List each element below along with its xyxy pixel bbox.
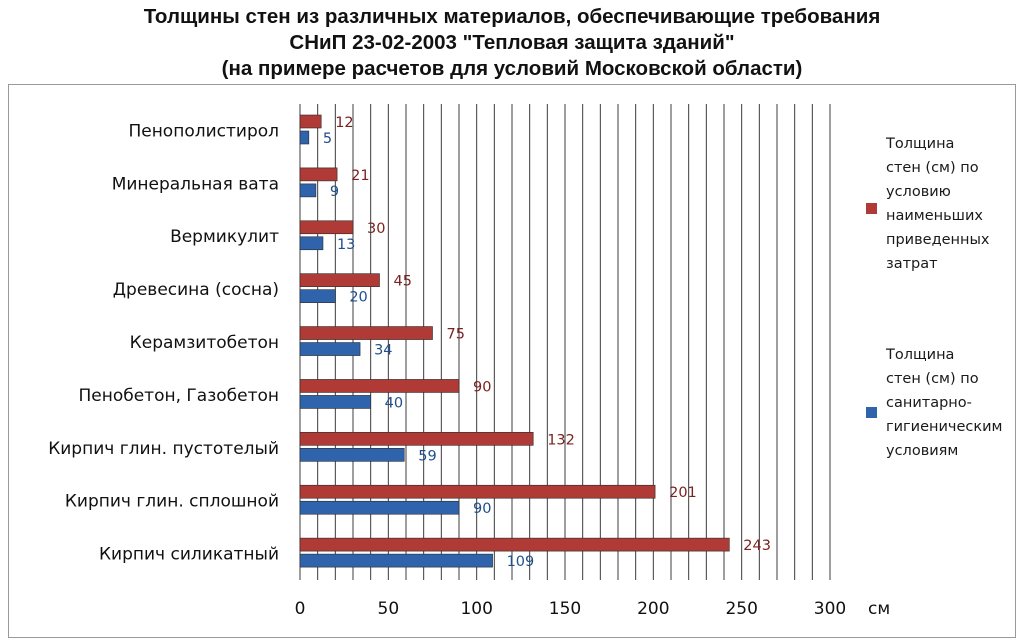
data-label-sanitary: 34 xyxy=(374,343,392,359)
category-label: Керамзитобетон xyxy=(130,333,279,353)
legend-label-sanitary-line: санитарно- xyxy=(886,395,972,411)
bar-economic xyxy=(299,326,433,340)
data-label-economic: 90 xyxy=(473,379,491,395)
data-label-economic: 132 xyxy=(547,432,575,448)
category-label: Минеральная вата xyxy=(112,174,279,194)
data-label-economic: 12 xyxy=(335,115,353,131)
legend-label-sanitary-line: условиям xyxy=(886,443,959,459)
legend-label-sanitary: Толщина стен (см) по санитарно- гигиенич… xyxy=(886,343,1014,463)
bar-economic xyxy=(299,114,322,129)
legend-label-economic: Толщина стен (см) по условию наименьших … xyxy=(886,132,1014,276)
bar-sanitary xyxy=(299,342,361,356)
legend-label-sanitary-line: стен (см) по xyxy=(886,371,979,387)
category-label: Кирпич глин. пустотелый xyxy=(48,439,279,459)
bar-sanitary xyxy=(299,289,336,303)
legend-label-economic-line: Толщина xyxy=(886,136,955,152)
legend-swatch-sanitary xyxy=(866,407,877,418)
data-label-sanitary: 20 xyxy=(349,290,367,306)
data-label-sanitary: 13 xyxy=(337,237,355,253)
bar-sanitary xyxy=(299,130,310,145)
category-label: Вермикулит xyxy=(170,227,279,247)
data-label-economic: 21 xyxy=(351,168,369,184)
data-label-sanitary: 59 xyxy=(418,448,436,464)
legend-label-sanitary-line: гигиеническим xyxy=(886,419,1003,435)
x-tick-label: 100 xyxy=(460,599,492,619)
data-label-sanitary: 5 xyxy=(323,131,332,147)
chart-title-line-1: Толщины стен из различных материалов, об… xyxy=(143,5,881,28)
category-label: Древесина (сосна) xyxy=(113,280,279,300)
category-label: Пенополистирол xyxy=(128,121,279,141)
bar-sanitary xyxy=(299,500,460,515)
bar-sanitary xyxy=(299,448,405,462)
x-tick-label: 150 xyxy=(549,599,581,619)
bar-economic xyxy=(299,484,656,499)
legend-label-economic-line: приведенных xyxy=(886,232,990,248)
chart-frame xyxy=(8,84,1016,638)
bar-economic xyxy=(299,379,460,393)
bar-economic xyxy=(299,220,354,235)
legend-label-economic-line: стен (см) по xyxy=(886,160,979,176)
data-label-sanitary: 9 xyxy=(330,184,339,200)
data-label-economic: 30 xyxy=(367,221,385,237)
data-label-sanitary: 40 xyxy=(385,395,403,411)
category-label: Пенобетон, Газобетон xyxy=(78,386,279,406)
x-tick-label: 300 xyxy=(814,599,846,619)
bar-economic xyxy=(299,537,730,552)
legend-label-economic-line: условию xyxy=(886,184,951,200)
data-label-economic: 45 xyxy=(394,274,412,290)
data-label-sanitary: 90 xyxy=(473,501,491,517)
x-tick-label: 0 xyxy=(295,599,306,619)
bar-economic xyxy=(299,273,380,287)
x-tick-label: 200 xyxy=(637,599,669,619)
bar-sanitary xyxy=(299,236,324,251)
legend-label-economic-line: затрат xyxy=(886,256,938,272)
bar-sanitary xyxy=(299,395,371,409)
data-label-sanitary: 109 xyxy=(507,554,535,570)
legend-swatch-economic xyxy=(866,203,877,214)
data-label-economic: 201 xyxy=(669,485,697,501)
legend-label-sanitary-line: Толщина xyxy=(886,347,955,363)
data-label-economic: 243 xyxy=(743,538,771,554)
chart-title-line-2: СНиП 23-02-2003 "Тепловая защита зданий" xyxy=(289,31,735,54)
x-tick-label: 250 xyxy=(725,599,757,619)
bar-economic xyxy=(299,167,338,182)
category-label: Кирпич силикатный xyxy=(99,545,279,565)
chart-title-line-3: (на примере расчетов для условий Московс… xyxy=(221,57,803,80)
x-tick-label: 50 xyxy=(378,599,400,619)
x-axis-unit-label: см xyxy=(868,599,890,619)
legend-label-economic-line: наименьших xyxy=(886,208,983,224)
category-label: Кирпич глин. сплошной xyxy=(65,492,279,512)
data-label-economic: 75 xyxy=(447,327,465,343)
chart-title: Толщины стен из различных материалов, об… xyxy=(0,4,1024,82)
bar-sanitary xyxy=(299,553,493,568)
bar-economic xyxy=(299,432,534,446)
bar-sanitary xyxy=(299,183,317,198)
